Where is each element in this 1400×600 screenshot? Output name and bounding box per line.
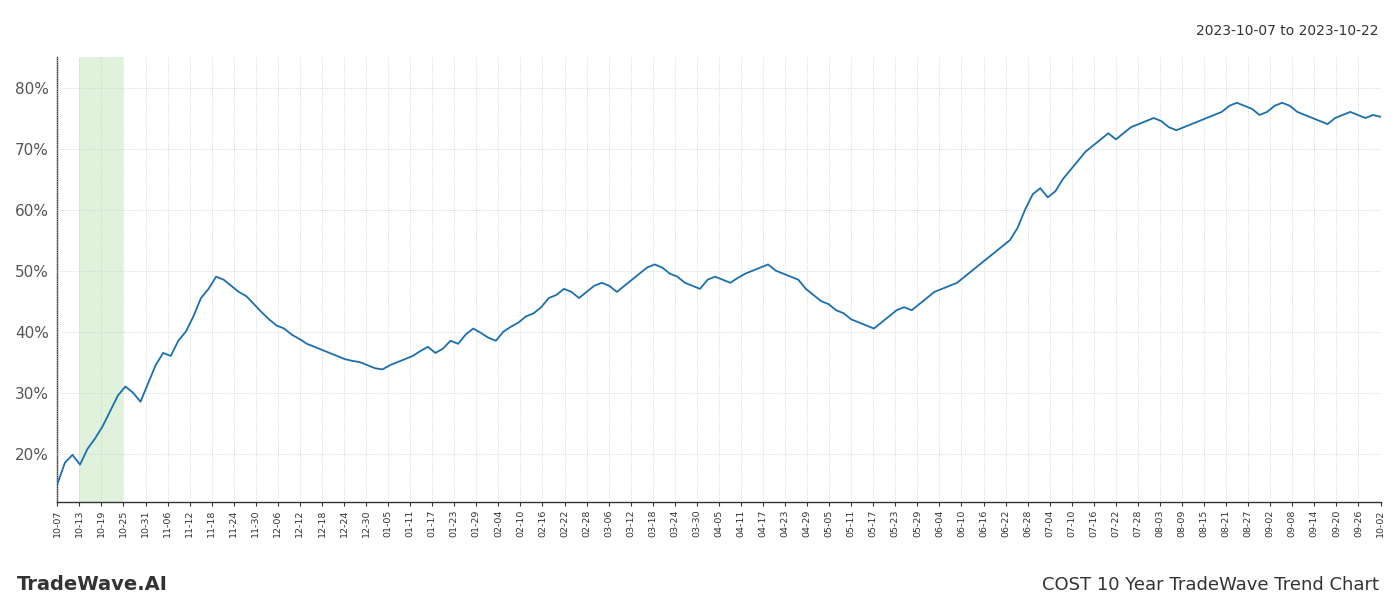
Text: COST 10 Year TradeWave Trend Chart: COST 10 Year TradeWave Trend Chart <box>1042 576 1379 594</box>
Text: TradeWave.AI: TradeWave.AI <box>17 575 168 594</box>
Text: 2023-10-07 to 2023-10-22: 2023-10-07 to 2023-10-22 <box>1197 24 1379 38</box>
Bar <box>80 57 123 502</box>
